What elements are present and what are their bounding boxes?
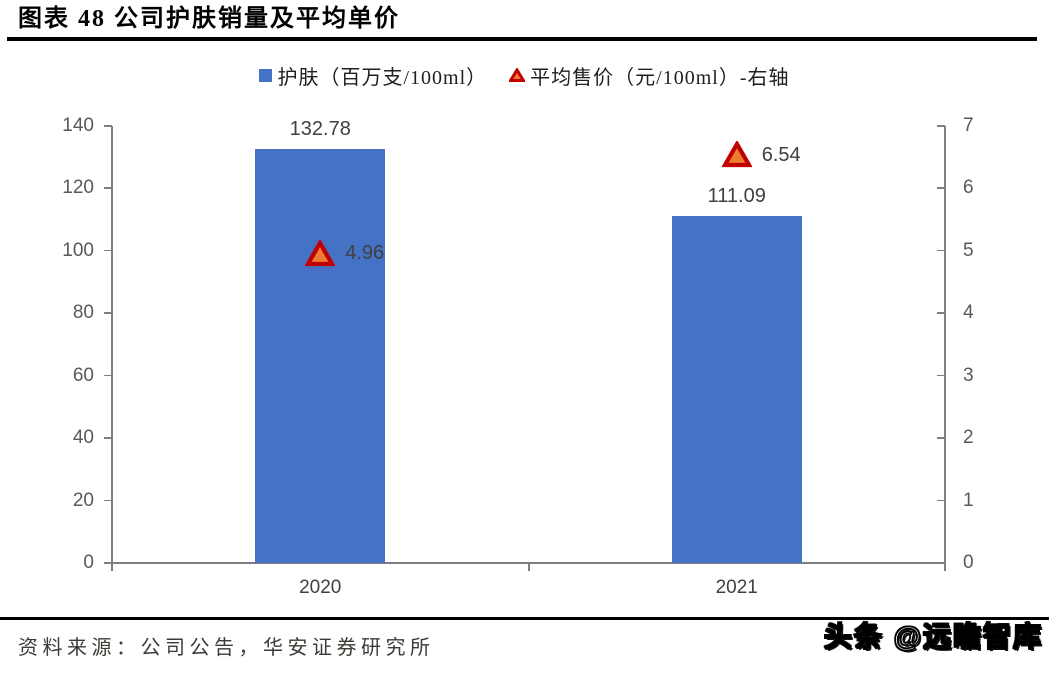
right-axis-label: 1	[963, 489, 974, 511]
left-axis-tick	[104, 187, 112, 189]
legend-item-sales: 护肤（百万支/100ml）	[259, 61, 487, 90]
bar-value-label-2020: 132.78	[289, 117, 351, 140]
right-axis-tick	[937, 249, 945, 252]
right-axis-label: 5	[963, 239, 974, 261]
chart-legend: 护肤（百万支/100ml） 平均售价（元/100ml）-右轴	[0, 60, 1049, 90]
left-axis-label: 0	[83, 552, 94, 573]
left-axis-label: 120	[62, 177, 94, 199]
watermark: 头条 @远瞻智库	[823, 620, 1043, 652]
right-axis-tick	[937, 125, 945, 127]
triangle-series-swatch-icon	[509, 68, 526, 82]
left-axis-tick	[104, 249, 112, 252]
bar-2021	[671, 216, 802, 563]
right-axis-label: 0	[963, 552, 974, 573]
left-axis-tick	[104, 125, 112, 127]
left-axis-tick	[104, 437, 112, 439]
legend-label-sales: 护肤（百万支/100ml）	[277, 66, 488, 89]
right-axis-tick	[937, 187, 945, 189]
price-value-label-2021: 6.54	[761, 143, 801, 166]
price-marker-2021	[721, 139, 753, 168]
right-axis-label: 6	[963, 177, 974, 199]
left-axis-tick	[104, 499, 112, 502]
left-axis-label: 60	[72, 364, 94, 386]
figure-title: 图表 48 公司护肤销量及平均单价	[18, 6, 400, 32]
left-axis-tick	[104, 562, 112, 564]
right-axis-tick	[937, 374, 945, 377]
title-divider	[7, 37, 1037, 41]
right-axis-tick	[937, 499, 945, 502]
left-axis-tick	[104, 312, 112, 314]
price-marker-2020	[304, 238, 336, 267]
left-axis-label: 40	[72, 427, 94, 449]
left-axis-label: 20	[72, 489, 94, 511]
footer-divider	[0, 617, 1049, 620]
right-axis-label: 4	[963, 302, 974, 324]
category-label-2020: 2020	[299, 577, 342, 598]
left-axis-line	[111, 126, 113, 571]
right-axis-label: 7	[963, 115, 974, 136]
right-axis-tick	[937, 312, 945, 314]
bar-series-swatch-icon	[259, 68, 273, 82]
left-axis-label: 80	[72, 302, 94, 324]
right-axis-tick	[937, 562, 945, 564]
legend-label-price: 平均售价（元/100ml）-右轴	[530, 66, 790, 89]
legend-item-price: 平均售价（元/100ml）-右轴	[509, 61, 789, 90]
right-axis-line	[944, 126, 946, 571]
right-axis-label: 2	[963, 427, 974, 449]
right-axis-tick	[937, 437, 945, 439]
price-value-label-2020: 4.96	[345, 242, 385, 265]
bar-2020	[255, 148, 386, 563]
left-axis-label: 100	[62, 239, 94, 261]
left-axis-label: 140	[62, 115, 94, 136]
left-axis-tick	[104, 374, 112, 377]
x-axis-mid-tick	[527, 563, 530, 571]
category-label-2021: 2021	[715, 577, 758, 598]
bar-value-label-2021: 111.09	[707, 185, 766, 208]
right-axis-label: 3	[963, 364, 974, 386]
source-note: 资料来源：公司公告，华安证券研究所	[18, 637, 435, 659]
